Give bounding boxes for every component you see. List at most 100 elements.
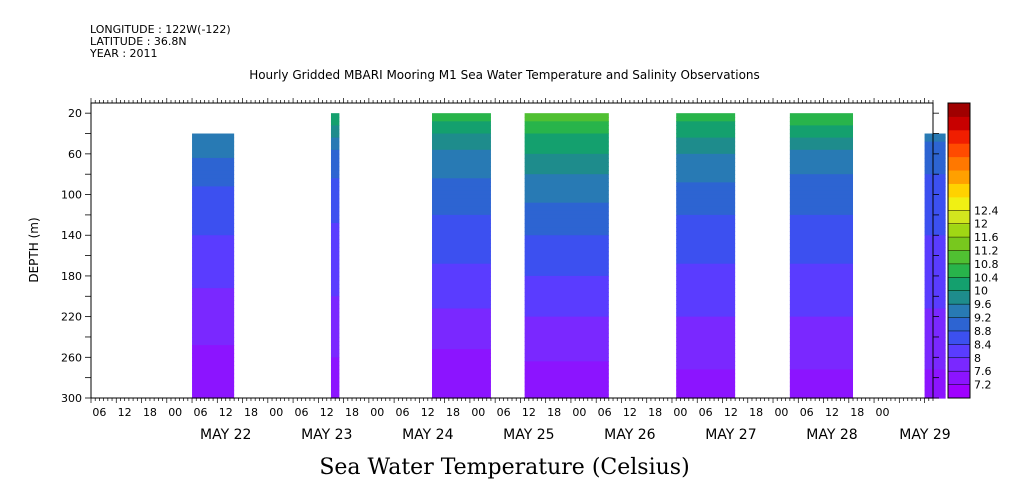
temperature-cell [524,133,609,139]
temperature-cell [524,170,609,175]
temperature-cell [789,231,854,236]
temperature-cell [789,182,854,188]
temperature-cell [924,271,946,277]
x-tick-label: 12 [421,406,435,419]
x-tick-label: 18 [749,406,763,419]
temperature-cell [192,353,235,358]
temperature-cell [330,121,340,126]
temperature-cell [676,157,736,163]
temperature-cell [789,170,854,175]
temperature-cell [924,361,946,367]
temperature-cell [192,137,235,143]
temperature-cell [924,336,946,342]
temperature-cell [676,121,736,126]
temperature-cell [524,385,609,391]
temperature-cell [524,190,609,196]
temperature-cell [789,296,854,301]
temperature-cell [432,369,491,375]
temperature-cell [789,186,854,192]
temperature-cell [789,365,854,371]
colorbar-swatch [948,317,970,332]
temperature-cell [924,153,946,159]
temperature-cell [330,332,340,338]
temperature-cell [192,190,235,196]
temperature-cell [676,365,736,371]
colorbar-swatch [948,384,970,399]
x-tick-label: 00 [673,406,687,419]
temperature-cell [524,316,609,322]
x-tick-label: 18 [143,406,157,419]
temperature-cell [924,174,946,179]
temperature-cell [192,251,235,257]
temperature-cell [789,198,854,204]
temperature-cell [192,133,235,139]
temperature-cell [432,202,491,208]
temperature-cell [924,357,946,362]
colorbar-label: 12 [974,218,988,231]
x-tick-label: 06 [396,406,410,419]
temperature-cell [789,227,854,232]
temperature-cell [676,129,736,135]
temperature-cell [432,365,491,371]
temperature-cell [432,341,491,346]
temperature-cell [432,275,491,281]
temperature-cell [924,166,946,171]
temperature-cell [789,153,854,159]
temperature-cell [524,389,609,395]
x-day-label: MAY 28 [806,427,857,443]
temperature-cell [789,239,854,244]
temperature-cell [192,332,235,338]
temperature-cell [330,284,340,289]
temperature-cell [330,300,340,306]
temperature-cell [432,190,491,196]
colorbar-swatch [948,371,970,386]
temperature-cell [524,251,609,257]
temperature-cell [192,316,235,322]
temperature-cell [676,336,736,342]
temperature-cell [924,218,946,224]
temperature-cell [330,336,340,342]
temperature-cell [330,341,340,346]
temperature-cell [330,308,340,314]
temperature-cell [924,255,946,261]
temperature-cell [524,157,609,163]
temperature-cell [330,149,340,155]
temperature-cell [676,162,736,167]
x-tick-label: 12 [623,406,637,419]
temperature-cell [432,324,491,330]
temperature-cell [330,235,340,240]
temperature-cell [924,133,946,139]
temperature-cell [524,353,609,358]
x-tick-label: 18 [446,406,460,419]
x-tick-label: 12 [522,406,536,419]
x-tick-label: 00 [370,406,384,419]
temperature-cell [789,361,854,367]
temperature-cell [192,247,235,253]
temperature-cell [192,182,235,188]
temperature-cell [924,182,946,188]
temperature-cell [924,243,946,249]
temperature-cell [192,365,235,371]
temperature-cell [676,377,736,383]
temperature-cell [432,166,491,171]
temperature-cell [432,243,491,249]
x-tick-label: 18 [547,406,561,419]
temperature-cell [330,170,340,175]
colorbar-label: 9.2 [974,312,992,325]
temperature-cell [924,227,946,232]
chart-subtitle: Sea Water Temperature (Celsius) [319,455,690,480]
temperature-cell [789,328,854,334]
temperature-cell [330,218,340,224]
temperature-cell [432,113,491,118]
x-day-label: MAY 26 [604,427,655,443]
temperature-cell [789,292,854,297]
temperature-cell [676,210,736,216]
temperature-cell [676,198,736,204]
temperature-cell [192,227,235,232]
temperature-cell [432,292,491,297]
temperature-cell [330,292,340,297]
temperature-cell [676,349,736,354]
temperature-cell [676,113,736,118]
colorbar-swatch [948,116,970,131]
temperature-cell [524,137,609,143]
